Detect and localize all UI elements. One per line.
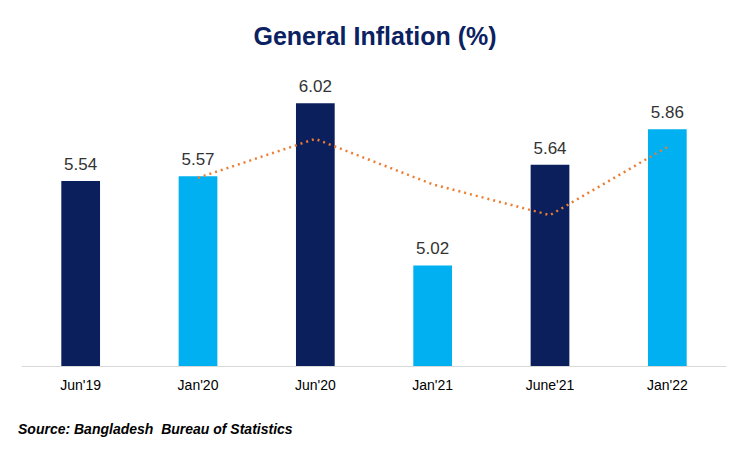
svg-text:Jun'19: Jun'19: [60, 377, 101, 393]
svg-text:5.57: 5.57: [181, 150, 214, 169]
svg-text:5.86: 5.86: [651, 103, 684, 122]
svg-text:5.02: 5.02: [416, 239, 449, 258]
svg-text:6.02: 6.02: [299, 77, 332, 96]
svg-text:Jan'20: Jan'20: [178, 377, 219, 393]
svg-text:5.64: 5.64: [533, 139, 566, 158]
svg-text:5.54: 5.54: [64, 155, 97, 174]
svg-text:June'21: June'21: [526, 377, 575, 393]
svg-text:General Inflation (%): General Inflation (%): [253, 22, 496, 50]
svg-text:Jun'20: Jun'20: [295, 377, 336, 393]
svg-text:Source: Bangladesh Bureau of: Source: Bangladesh Bureau of Statistics: [18, 421, 293, 437]
svg-text:Jan'22: Jan'22: [647, 377, 688, 393]
svg-text:Jan'21: Jan'21: [412, 377, 453, 393]
